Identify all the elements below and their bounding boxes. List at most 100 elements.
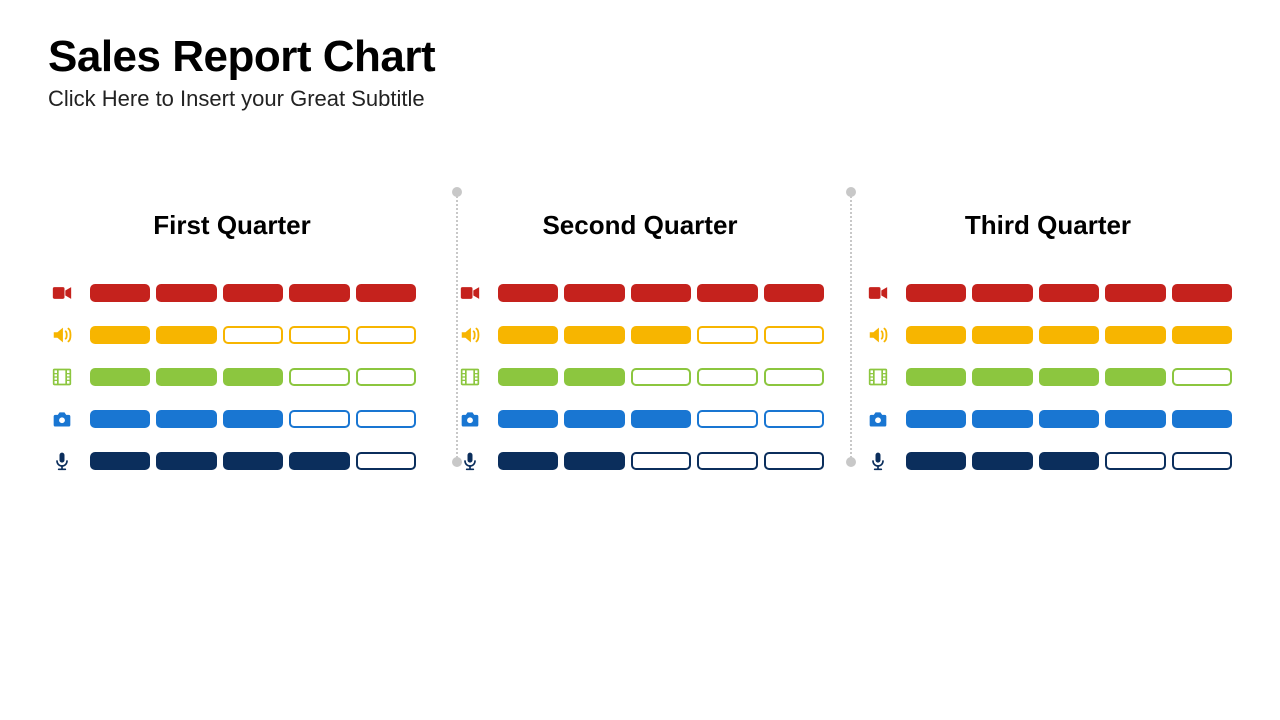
- row-film: [48, 365, 416, 389]
- slide-subtitle[interactable]: Click Here to Insert your Great Subtitle: [48, 86, 1232, 112]
- segment-bar: [906, 368, 1232, 386]
- segment: [1039, 326, 1099, 344]
- camera-icon: [864, 407, 892, 431]
- segment: [356, 368, 416, 386]
- segment: [631, 326, 691, 344]
- segment: [631, 284, 691, 302]
- segment: [697, 284, 757, 302]
- segment-bar: [906, 326, 1232, 344]
- segment: [1039, 452, 1099, 470]
- segment: [223, 368, 283, 386]
- segment: [156, 410, 216, 428]
- segment: [498, 284, 558, 302]
- segment: [631, 452, 691, 470]
- segment: [1172, 284, 1232, 302]
- segment: [764, 368, 824, 386]
- segment-bar: [90, 284, 416, 302]
- segment: [223, 410, 283, 428]
- segment-bar: [906, 452, 1232, 470]
- segment: [223, 452, 283, 470]
- video-camera-icon: [864, 281, 892, 305]
- microphone-icon: [456, 449, 484, 473]
- segment: [156, 452, 216, 470]
- segment: [697, 368, 757, 386]
- speaker-icon: [456, 323, 484, 347]
- quarter-2: Second Quarter: [456, 210, 824, 473]
- quarter-label: Third Quarter: [965, 210, 1131, 241]
- segment: [564, 368, 624, 386]
- quarter-label: Second Quarter: [542, 210, 737, 241]
- row-photo: [456, 407, 824, 431]
- segment: [498, 326, 558, 344]
- row-photo: [48, 407, 416, 431]
- row-voice: [456, 449, 824, 473]
- speaker-icon: [48, 323, 76, 347]
- segment-bar: [498, 368, 824, 386]
- segment: [1105, 410, 1165, 428]
- row-film: [864, 365, 1232, 389]
- quarters-row: First Quarter Second Quarter Third Quarter: [48, 210, 1232, 473]
- camera-icon: [48, 407, 76, 431]
- row-audio: [864, 323, 1232, 347]
- segment: [289, 368, 349, 386]
- row-audio: [48, 323, 416, 347]
- camera-icon: [456, 407, 484, 431]
- slide: Sales Report Chart Click Here to Insert …: [0, 0, 1280, 720]
- segment: [156, 368, 216, 386]
- segment: [1105, 284, 1165, 302]
- segment: [564, 284, 624, 302]
- segment: [1105, 452, 1165, 470]
- segment: [906, 326, 966, 344]
- segment: [356, 410, 416, 428]
- segment: [906, 368, 966, 386]
- row-photo: [864, 407, 1232, 431]
- segment-bar: [90, 452, 416, 470]
- segment-bar: [498, 452, 824, 470]
- segment-bar: [498, 326, 824, 344]
- segment-bar: [906, 284, 1232, 302]
- row-voice: [864, 449, 1232, 473]
- row-film: [456, 365, 824, 389]
- segment-bar: [498, 410, 824, 428]
- segment-bar: [90, 410, 416, 428]
- segment: [90, 284, 150, 302]
- segment: [1172, 368, 1232, 386]
- row-video: [456, 281, 824, 305]
- segment: [764, 452, 824, 470]
- segment: [223, 284, 283, 302]
- segment: [1105, 368, 1165, 386]
- video-camera-icon: [456, 281, 484, 305]
- segment-bar: [906, 410, 1232, 428]
- segment: [498, 452, 558, 470]
- segment: [223, 326, 283, 344]
- row-voice: [48, 449, 416, 473]
- film-icon: [864, 365, 892, 389]
- category-rows: [48, 281, 416, 473]
- segment: [498, 410, 558, 428]
- segment: [289, 452, 349, 470]
- segment: [697, 326, 757, 344]
- microphone-icon: [864, 449, 892, 473]
- segment: [564, 410, 624, 428]
- segment: [564, 452, 624, 470]
- segment: [289, 284, 349, 302]
- segment: [972, 452, 1032, 470]
- segment: [764, 410, 824, 428]
- row-video: [864, 281, 1232, 305]
- segment: [1105, 326, 1165, 344]
- film-icon: [48, 365, 76, 389]
- film-icon: [456, 365, 484, 389]
- segment: [1039, 410, 1099, 428]
- segment: [906, 284, 966, 302]
- segment: [972, 326, 1032, 344]
- speaker-icon: [864, 323, 892, 347]
- segment: [764, 284, 824, 302]
- microphone-icon: [48, 449, 76, 473]
- quarter-1: First Quarter: [48, 210, 416, 473]
- segment: [356, 326, 416, 344]
- segment: [1172, 410, 1232, 428]
- segment: [1172, 452, 1232, 470]
- segment: [90, 410, 150, 428]
- segment-bar: [90, 368, 416, 386]
- category-rows: [456, 281, 824, 473]
